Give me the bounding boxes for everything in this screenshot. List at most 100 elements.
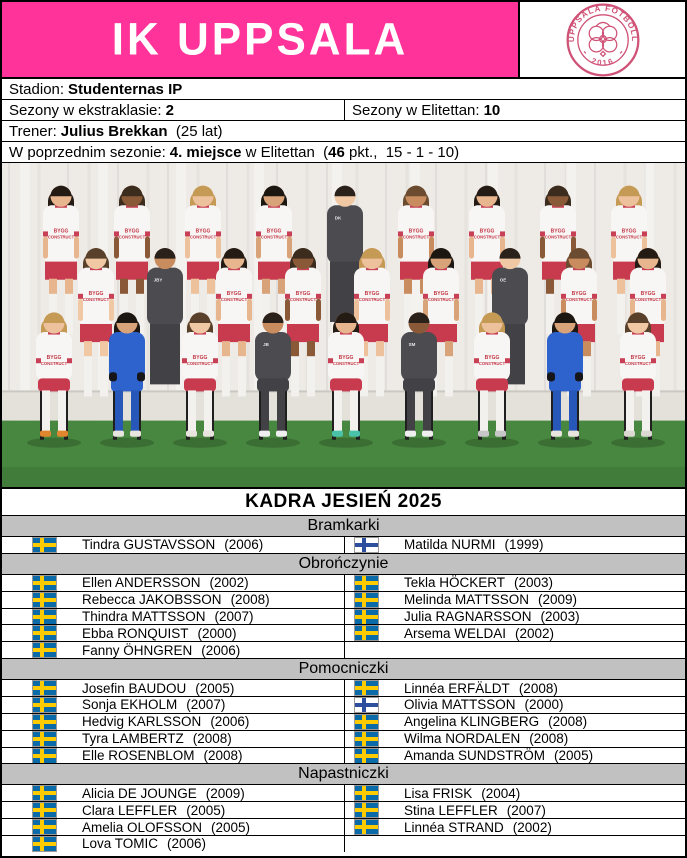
svg-text:CONSTRUCT: CONSTRUCT	[428, 297, 455, 302]
player-name: Alicia DE JOUNGE	[82, 785, 197, 801]
player-name: Lova TOMIC	[82, 836, 159, 852]
player-row: Rebecca JAKOBSSON (2008) Melinda MATTSSON (…	[2, 591, 685, 609]
player-birth-year: (2008)	[529, 731, 569, 747]
svg-text:CONSTRUCT: CONSTRUCT	[359, 297, 386, 302]
svg-text:DK: DK	[335, 215, 342, 220]
player-cell: Rebecca JAKOBSSON (2008)	[2, 591, 345, 608]
coach-age: (25 lat)	[167, 122, 223, 140]
section-header: Napastniczki	[2, 764, 685, 786]
svg-text:CONSTRUCT: CONSTRUCT	[221, 297, 248, 302]
svg-text:CONSTRUCT: CONSTRUCT	[545, 234, 572, 239]
sweden-flag-icon	[33, 820, 56, 835]
player-cell: Linnéa STRAND (2002)	[345, 819, 685, 835]
player-birth-year: (2007)	[214, 609, 254, 624]
stadium-row: Stadion: Studenternas IP	[2, 79, 685, 100]
player-cell: Angelina KLINGBERG (2008)	[345, 714, 685, 730]
player-row: Clara LEFFLER (2005) Stina LEFFLER (2007)	[2, 802, 685, 820]
svg-text:CONSTRUCT: CONSTRUCT	[333, 361, 360, 366]
svg-text:2016: 2016	[590, 56, 616, 68]
player-cell: Ebba RONQUIST (2000)	[2, 625, 345, 642]
player-name: Sonja EKHOLM	[82, 697, 178, 713]
player-cell: Tyra LAMBERTZ (2008)	[2, 730, 345, 747]
svg-text:BYGG: BYGG	[409, 228, 424, 234]
player-cell: Olivia MATTSSON (2000)	[345, 697, 685, 713]
elitettan-value: 10	[483, 101, 501, 119]
player-cell: Alicia DE JOUNGE (2009)	[2, 785, 345, 802]
player-birth-year: (2007)	[506, 802, 546, 818]
svg-text:CONSTRUCT: CONSTRUCT	[625, 361, 652, 366]
sweden-flag-icon	[33, 609, 56, 624]
player-name: Melinda MATTSSON	[404, 592, 530, 608]
previous-season-league: w Elitettan (	[241, 143, 329, 161]
player-name: Matilda NURMI	[404, 537, 496, 553]
player-row: Sonja EKHOLM (2007) Olivia MATTSSON (2000)	[2, 697, 685, 714]
coach-row: Trener: Julius Brekkan (25 lat)	[2, 121, 685, 142]
player-row: Hedvig KARLSSON (2006) Angelina KLINGBERG (…	[2, 713, 685, 731]
player-row: Amelia OLOFSSON (2005) Linnéa STRAND (2002)	[2, 819, 685, 837]
player-birth-year: (2000)	[524, 697, 564, 713]
player-row: Alicia DE JOUNGE (2009) Lisa FRISK (2004)	[2, 785, 685, 803]
player-row: Josefin BAUDOU (2005) Linnéa ERFÄLDT (2008)	[2, 680, 685, 698]
sweden-flag-icon	[33, 697, 56, 712]
player-name: Julia RAGNARSSON	[404, 609, 532, 624]
svg-text:JBY: JBY	[154, 278, 163, 283]
player-birth-year: (2009)	[538, 592, 578, 608]
player-name: Tyra LAMBERTZ	[82, 731, 184, 747]
team-photo-illustration: BYGGCONSTRUCTBYGGCONSTRUCTBYGGCONSTRUCTB…	[2, 163, 685, 487]
player-birth-year: (2000)	[197, 625, 237, 641]
player-name: Hedvig KARLSSON	[82, 714, 202, 730]
svg-text:CONSTRUCT: CONSTRUCT	[290, 297, 317, 302]
section-header: Bramkarki	[2, 516, 685, 537]
player-birth-year: (2006)	[201, 642, 241, 658]
player-birth-year: (2003)	[540, 609, 580, 624]
player-name: Thindra MATTSSON	[82, 609, 206, 624]
player-cell: Tekla HÖCKERT (2003)	[345, 575, 685, 591]
player-name: Amanda SUNDSTRÖM	[404, 748, 546, 764]
sweden-flag-icon	[33, 836, 56, 851]
svg-text:BYGG: BYGG	[227, 291, 242, 297]
player-row: Tindra GUSTAVSSON (2006) Matilda NURMI (199…	[2, 537, 685, 554]
player-name: Tindra GUSTAVSSON	[82, 537, 216, 553]
previous-season-row: W poprzednim sezonie: 4. miejsce w Elite…	[2, 142, 685, 163]
header-bar: IK UPPSALA UPPSALA FOTBOLL 2016	[2, 2, 685, 79]
player-row: Lova TOMIC (2006)	[2, 836, 685, 852]
elitettan-label: Sezony w Elitettan:	[352, 101, 480, 119]
section-header: Obrończynie	[2, 553, 685, 575]
svg-text:BYGG: BYGG	[339, 355, 354, 361]
player-cell: Linnéa ERFÄLDT (2008)	[345, 680, 685, 696]
player-name: Linnéa ERFÄLDT	[404, 680, 510, 696]
sweden-flag-icon	[355, 786, 378, 801]
player-birth-year: (2006)	[210, 714, 250, 730]
player-row: Fanny ÖHNGREN (2006)	[2, 642, 685, 660]
player-cell: Amelia OLOFSSON (2005)	[2, 819, 345, 836]
player-cell: Lisa FRISK (2004)	[345, 785, 685, 801]
svg-text:CONSTRUCT: CONSTRUCT	[190, 234, 217, 239]
sweden-flag-icon	[33, 714, 56, 729]
svg-text:CONSTRUCT: CONSTRUCT	[479, 361, 506, 366]
sweden-flag-icon	[33, 803, 56, 818]
player-cell: Sonja EKHOLM (2007)	[2, 697, 345, 713]
svg-text:BYGG: BYGG	[551, 228, 566, 234]
sweden-flag-icon	[33, 575, 56, 590]
svg-text:BYGG: BYGG	[47, 355, 62, 361]
seasons-elitettan-cell: Sezony w Elitettan: 10	[345, 100, 685, 120]
sweden-flag-icon	[355, 820, 378, 835]
seasons-row: Sezony w ekstraklasie: 2 Sezony w Elitet…	[2, 100, 685, 121]
player-birth-year: (2002)	[209, 575, 249, 591]
svg-text:BYGG: BYGG	[193, 355, 208, 361]
svg-text:BYGG: BYGG	[485, 355, 500, 361]
player-name: Josefin BAUDOU	[82, 680, 187, 696]
player-birth-year: (2005)	[211, 819, 251, 835]
player-birth-year: (2008)	[230, 592, 270, 608]
crest-emblem	[583, 21, 622, 57]
player-cell: Clara LEFFLER (2005)	[2, 802, 345, 819]
player-name: Clara LEFFLER	[82, 802, 178, 818]
club-logo: UPPSALA FOTBOLL 2016	[520, 2, 685, 77]
player-birth-year: (2005)	[554, 748, 594, 764]
sweden-flag-icon	[355, 731, 378, 746]
player-cell: Amanda SUNDSTRÖM (2005)	[345, 748, 685, 764]
player-row: Elle ROSENBLOM (2008) Amanda SUNDSTRÖM (200…	[2, 747, 685, 765]
svg-text:CONSTRUCT: CONSTRUCT	[616, 234, 643, 239]
section-header: Pomocniczki	[2, 659, 685, 681]
